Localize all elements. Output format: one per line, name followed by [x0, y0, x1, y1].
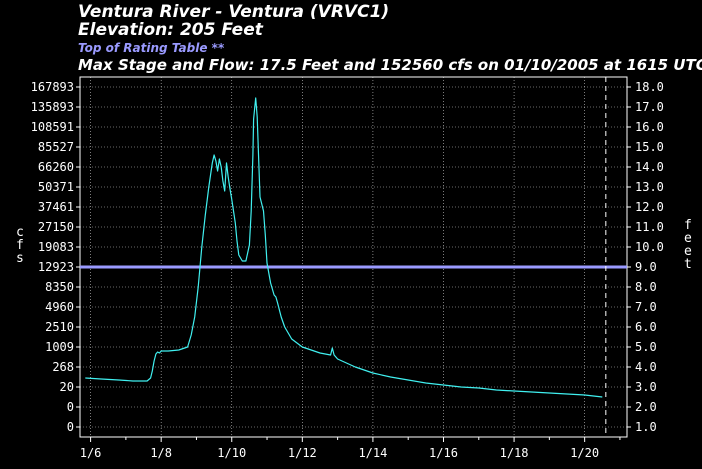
right-tick-label: 4.0 [635, 360, 657, 374]
left-tick-label: 8350 [45, 280, 74, 294]
rating-table-label: Top of Rating Table ** [78, 41, 225, 55]
right-tick-label: 12.0 [635, 200, 664, 214]
left-tick-label: 20 [60, 380, 74, 394]
left-tick-label: 66260 [38, 160, 74, 174]
x-tick-label: 1/16 [429, 446, 458, 460]
right-tick-label: 13.0 [635, 180, 664, 194]
left-tick-label: 135893 [31, 100, 74, 114]
right-tick-label: 1.0 [635, 420, 657, 434]
right-tick-label: 17.0 [635, 100, 664, 114]
left-tick-label: 27150 [38, 220, 74, 234]
chart-title: Ventura River - Ventura (VRVC1) [78, 2, 390, 22]
left-tick-label: 4960 [45, 300, 74, 314]
x-tick-label: 1/10 [217, 446, 246, 460]
right-tick-label: 15.0 [635, 140, 664, 154]
left-tick-label: 19083 [38, 240, 74, 254]
right-tick-label: 10.0 [635, 240, 664, 254]
left-tick-label: 108591 [31, 120, 74, 134]
x-tick-label: 1/20 [570, 446, 599, 460]
elevation-label: Elevation: 205 Feet [78, 20, 263, 40]
x-tick-label: 1/12 [288, 446, 317, 460]
x-tick-label: 1/8 [150, 446, 172, 460]
tick-labels: 1.0 0 2.0 0 3.0 20 4.0 268 5.0 1009 6.0 2510 7.0 4960… [31, 80, 664, 460]
right-tick-label: 5.0 [635, 340, 657, 354]
stage-series-line [85, 97, 603, 398]
right-tick-label: 6.0 [635, 320, 657, 334]
x-tick-label: 1/6 [80, 446, 102, 460]
right-tick-label: 16.0 [635, 120, 664, 134]
left-tick-label: 50371 [38, 180, 74, 194]
left-tick-label: 85527 [38, 140, 74, 154]
series-layer [85, 97, 603, 398]
left-tick-label: 37461 [38, 200, 74, 214]
x-tick-label: 1/18 [500, 446, 529, 460]
x-tick-label: 1/14 [358, 446, 387, 460]
right-tick-label: 18.0 [635, 80, 664, 94]
right-tick-label: 3.0 [635, 380, 657, 394]
left-tick-label: 0 [67, 400, 74, 414]
right-tick-label: 7.0 [635, 300, 657, 314]
grid [80, 77, 627, 437]
max-stage-flow-label: Max Stage and Flow: 17.5 Feet and 152560… [78, 56, 702, 74]
right-tick-label: 14.0 [635, 160, 664, 174]
left-tick-label: 1009 [45, 340, 74, 354]
left-tick-label: 0 [67, 420, 74, 434]
left-tick-label: 12923 [38, 260, 74, 274]
axes [76, 76, 631, 442]
right-tick-label: 2.0 [635, 400, 657, 414]
plot-frame [79, 76, 628, 438]
left-tick-label: 268 [52, 360, 74, 374]
right-tick-label: 9.0 [635, 260, 657, 274]
left-tick-label: 167893 [31, 80, 74, 94]
right-tick-label: 11.0 [635, 220, 664, 234]
left-tick-label: 2510 [45, 320, 74, 334]
right-tick-label: 8.0 [635, 280, 657, 294]
